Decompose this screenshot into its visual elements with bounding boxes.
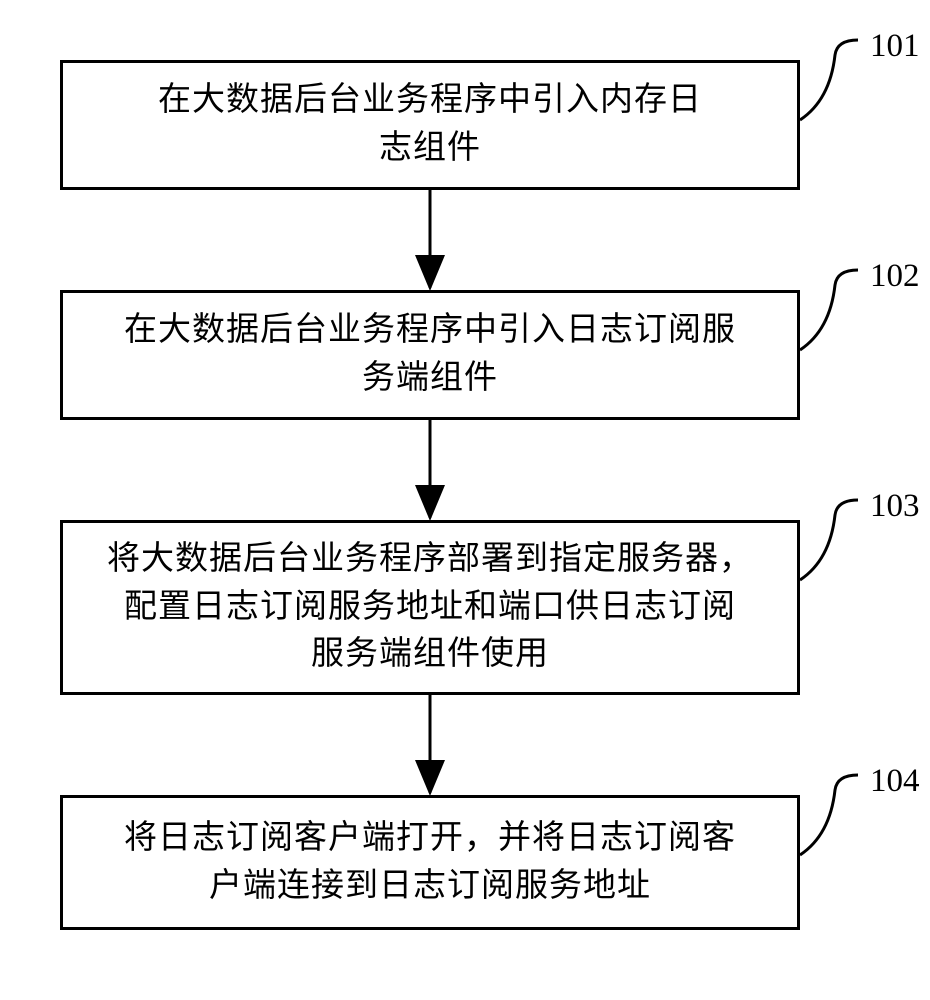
callout-2	[800, 270, 858, 350]
callout-3	[800, 500, 858, 580]
callout-4	[800, 775, 858, 855]
callout-1	[800, 40, 858, 120]
arrow-1-2	[0, 0, 930, 1000]
